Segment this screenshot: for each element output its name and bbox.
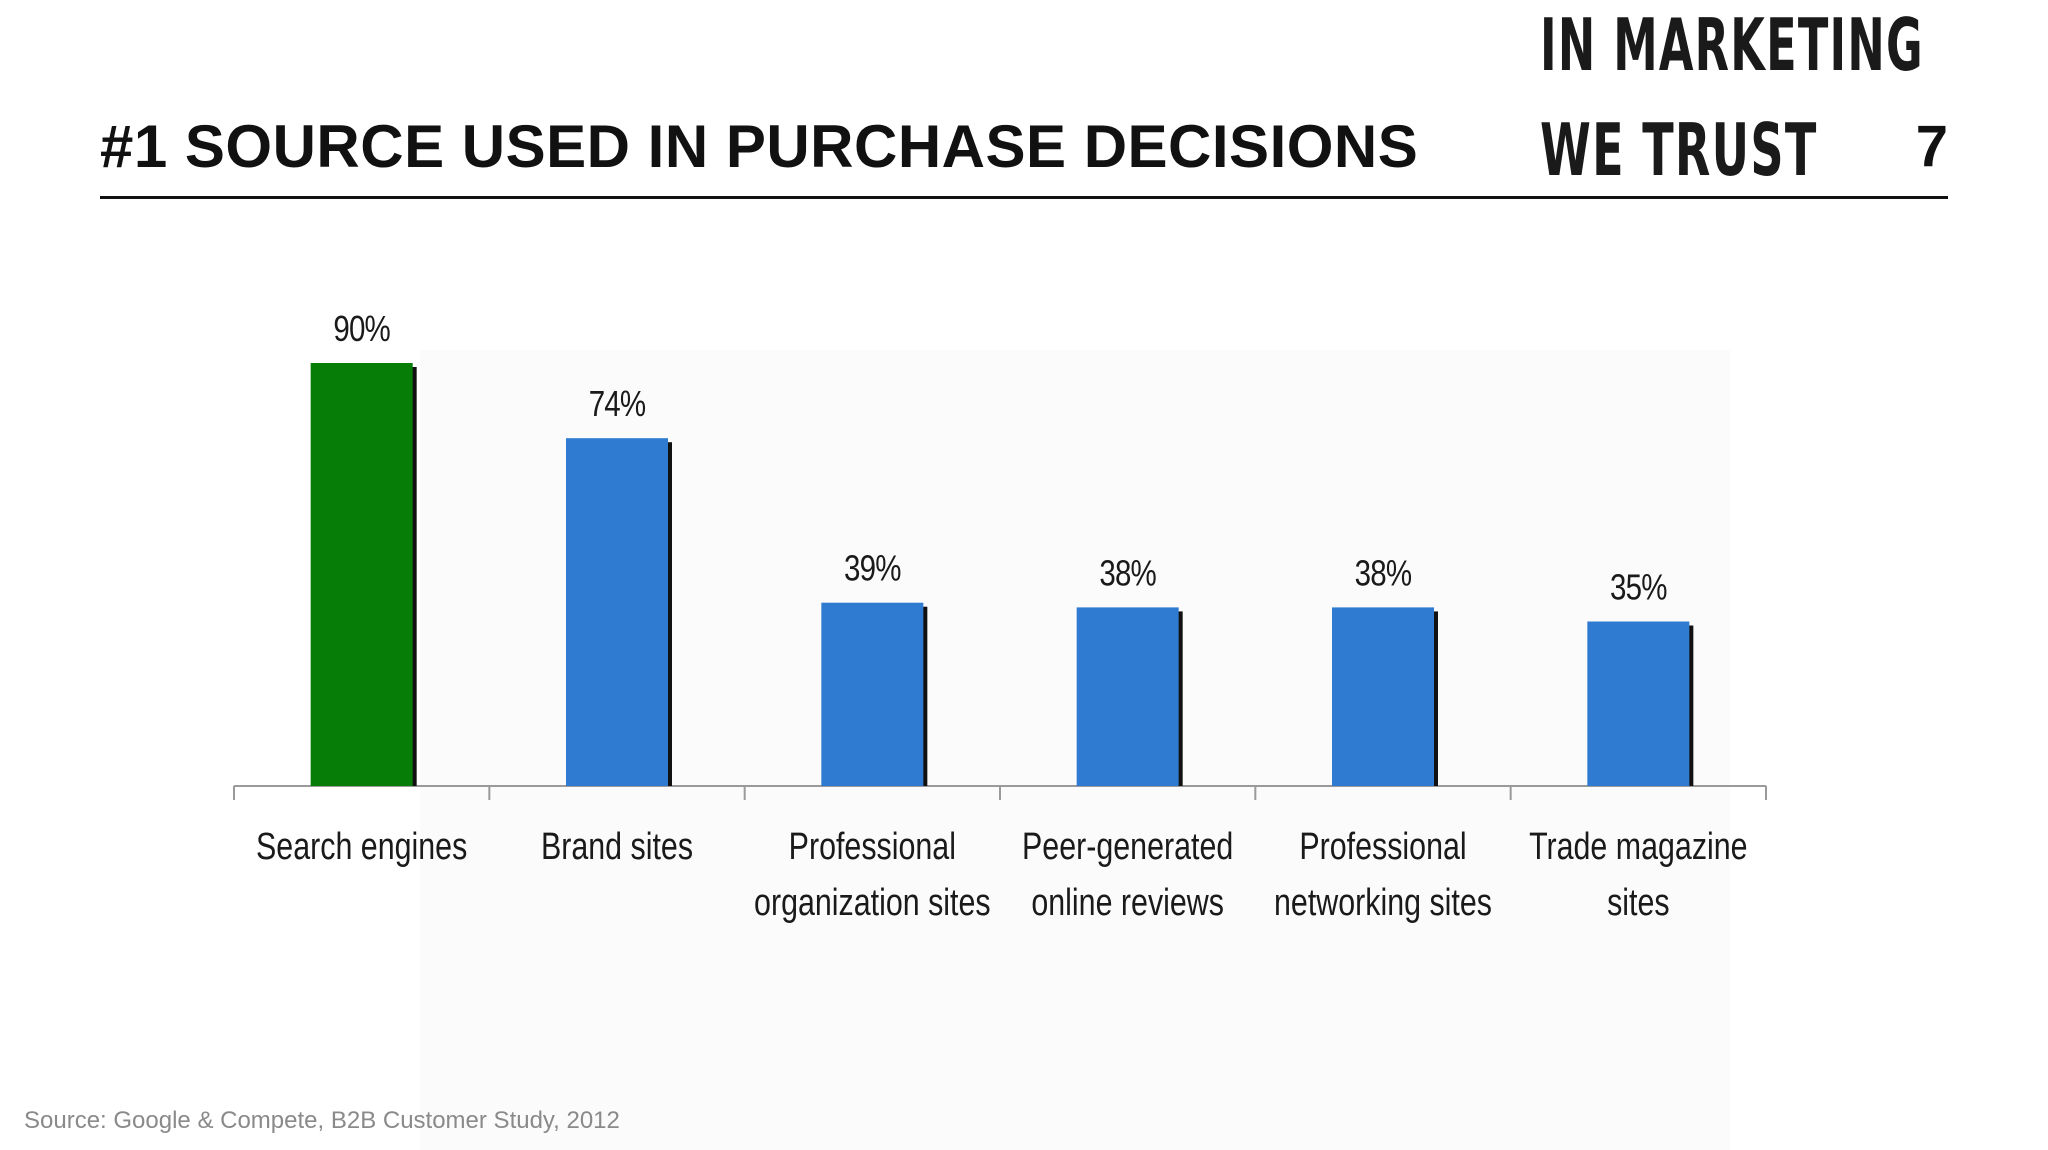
- data-label: 38%: [1355, 553, 1412, 593]
- source-citation: Source: Google & Compete, B2B Customer S…: [24, 1107, 620, 1134]
- data-label: 35%: [1610, 567, 1667, 607]
- bar: [310, 363, 413, 786]
- category-label: Search engines: [256, 826, 467, 868]
- category-label: networking sites: [1274, 882, 1492, 924]
- category-label: Brand sites: [541, 826, 693, 868]
- page-number: 7: [1915, 114, 1948, 179]
- bar: [1587, 621, 1690, 786]
- slide-title: #1 SOURCE USED IN PURCHASE DECISIONS: [100, 113, 1419, 180]
- category-label: Trade magazine: [1529, 826, 1748, 868]
- data-label: 90%: [333, 308, 390, 348]
- data-label: 38%: [1099, 553, 1156, 593]
- category-label: Peer-generated: [1022, 826, 1233, 868]
- logo-text-line-2: WE TRUST: [1540, 108, 1818, 192]
- bar: [566, 438, 668, 786]
- category-label: sites: [1607, 882, 1670, 924]
- data-label: 39%: [844, 548, 901, 588]
- category-label: Professional: [1299, 826, 1466, 868]
- logo-text-line-1: IN MARKETING: [1540, 3, 1924, 87]
- bar: [1332, 607, 1434, 786]
- category-label: organization sites: [754, 882, 991, 924]
- data-label: 74%: [589, 383, 646, 423]
- bar: [821, 602, 924, 786]
- title-divider: [100, 196, 1948, 199]
- category-label: online reviews: [1031, 882, 1224, 924]
- bar: [1076, 607, 1179, 786]
- category-label: Professional: [789, 826, 956, 868]
- brand-logo: IN MARKETING WE TRUST: [1540, 0, 1960, 200]
